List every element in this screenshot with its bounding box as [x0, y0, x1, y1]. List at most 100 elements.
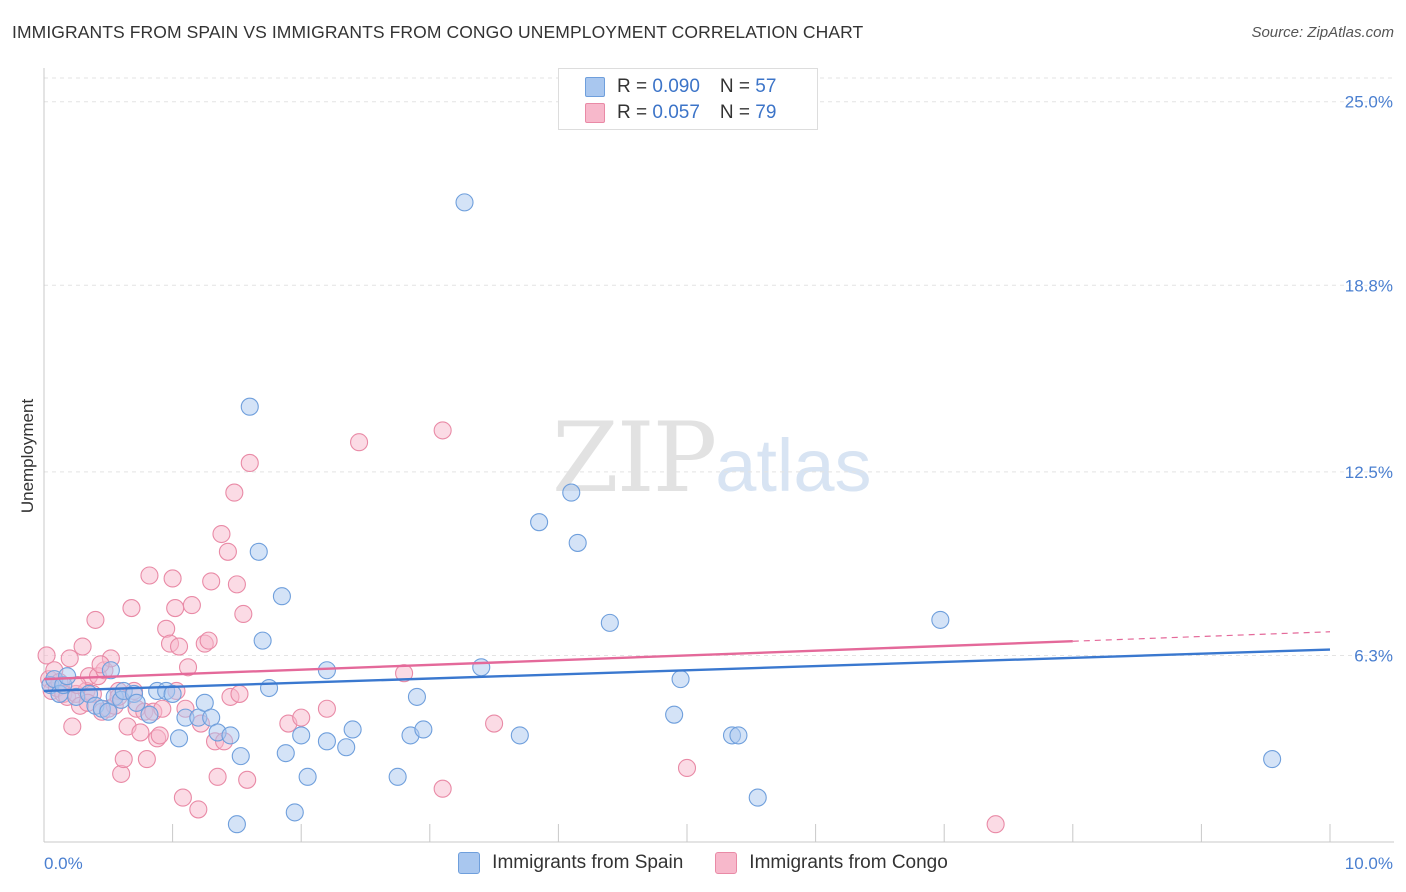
congo-point[interactable]: [227, 575, 246, 594]
congo-point[interactable]: [114, 750, 133, 769]
congo-point[interactable]: [137, 750, 156, 769]
legend-swatch-spain: [585, 77, 605, 97]
spain-point[interactable]: [671, 670, 690, 689]
legend-n-label-congo: N =: [719, 102, 756, 123]
spain-point[interactable]: [407, 687, 426, 706]
spain-point[interactable]: [931, 610, 950, 629]
legend-swatch-spain: [458, 852, 481, 874]
congo-point[interactable]: [240, 453, 259, 473]
congo-point[interactable]: [86, 610, 105, 629]
legend-item-congo[interactable]: Immigrants from Congo: [715, 852, 948, 874]
spain-point[interactable]: [101, 661, 120, 680]
congo-point[interactable]: [208, 767, 227, 786]
congo-point[interactable]: [73, 637, 92, 656]
spain-point[interactable]: [58, 667, 77, 686]
congo-point[interactable]: [199, 631, 218, 650]
spain-point[interactable]: [276, 744, 295, 763]
congo-point[interactable]: [173, 788, 192, 807]
source-label[interactable]: Source: ZipAtlas.com: [1251, 24, 1394, 41]
spain-point[interactable]: [249, 542, 268, 561]
congo-point[interactable]: [122, 599, 141, 618]
spain-point[interactable]: [240, 397, 259, 416]
spain-point[interactable]: [510, 726, 529, 745]
spain-point[interactable]: [337, 738, 356, 757]
spain-point[interactable]: [455, 193, 474, 212]
congo-point[interactable]: [292, 708, 311, 727]
spain-point[interactable]: [227, 815, 246, 834]
spain-point[interactable]: [472, 658, 491, 677]
spain-point[interactable]: [253, 631, 272, 650]
legend-n-value-spain: 57: [755, 76, 777, 97]
spain-point[interactable]: [140, 705, 159, 724]
spain-point[interactable]: [568, 533, 587, 552]
congo-point[interactable]: [169, 637, 189, 656]
congo-point[interactable]: [225, 483, 244, 502]
congo-point[interactable]: [218, 542, 237, 561]
congo-point[interactable]: [202, 572, 221, 591]
spain-point[interactable]: [163, 684, 182, 703]
spain-point[interactable]: [530, 513, 549, 532]
spain-point[interactable]: [259, 678, 279, 698]
legend-n-label-spain: N =: [719, 76, 756, 97]
spain-point[interactable]: [562, 483, 581, 502]
legend-swatch-congo: [715, 852, 738, 874]
congo-point[interactable]: [150, 726, 169, 745]
spain-point[interactable]: [343, 720, 362, 739]
congo-point[interactable]: [317, 699, 336, 718]
spain-point[interactable]: [729, 726, 748, 745]
spain-point[interactable]: [748, 788, 767, 807]
congo-point[interactable]: [163, 569, 182, 588]
legend-n-value-congo: 79: [755, 102, 777, 123]
chart-title: IMMIGRANTS FROM SPAIN VS IMMIGRANTS FROM…: [12, 22, 864, 42]
congo-point[interactable]: [433, 421, 452, 440]
congo-point[interactable]: [166, 599, 185, 618]
gridlines: [44, 77, 1394, 656]
spain-point[interactable]: [665, 705, 684, 724]
spain-point[interactable]: [231, 747, 250, 766]
spain-point[interactable]: [317, 732, 336, 751]
series-legend: Immigrants from Spain Immigrants from Co…: [0, 852, 1406, 874]
congo-point[interactable]: [189, 800, 208, 819]
legend-item-spain[interactable]: Immigrants from Spain: [458, 852, 683, 874]
congo-point[interactable]: [37, 646, 56, 665]
spain-point[interactable]: [221, 726, 240, 745]
trend-lines: [43, 631, 1331, 693]
spain-point[interactable]: [414, 720, 433, 739]
congo-point[interactable]: [178, 658, 198, 677]
spain-point[interactable]: [317, 661, 336, 680]
tick-labels: 6.3% 12.5% 18.8% 25.0% 0.0% 10.0%: [44, 93, 1393, 873]
congo-point[interactable]: [212, 524, 231, 544]
congo-point[interactable]: [157, 619, 176, 638]
watermark-atlas: atlas: [715, 424, 872, 507]
congo-point[interactable]: [677, 758, 697, 778]
spain-point[interactable]: [285, 803, 304, 822]
spain-point[interactable]: [388, 767, 407, 786]
spain-point[interactable]: [272, 587, 291, 606]
congo-point[interactable]: [238, 770, 257, 789]
congo-point[interactable]: [182, 596, 201, 615]
congo-point[interactable]: [230, 684, 249, 703]
spain-point[interactable]: [1263, 750, 1282, 769]
legend-swatch-congo: [585, 103, 605, 123]
spain-point[interactable]: [298, 767, 317, 786]
congo-point[interactable]: [234, 604, 253, 624]
x-tick-label: 0.0%: [44, 854, 83, 873]
congo-trend-extension: [1072, 631, 1331, 642]
congo-point[interactable]: [350, 433, 369, 452]
congo-point[interactable]: [140, 566, 159, 585]
legend-r-label-spain: R =: [617, 76, 653, 97]
congo-point[interactable]: [485, 714, 504, 733]
y-tick-label: 25.0%: [1345, 93, 1393, 112]
congo-point[interactable]: [63, 717, 82, 736]
axes: [43, 68, 1394, 843]
congo-point[interactable]: [433, 779, 452, 798]
congo-point[interactable]: [60, 649, 79, 668]
congo-point[interactable]: [986, 815, 1005, 834]
spain-point[interactable]: [292, 726, 311, 745]
congo-point[interactable]: [131, 723, 150, 742]
spain-point[interactable]: [169, 729, 189, 748]
spain-point[interactable]: [127, 693, 146, 712]
spain-point[interactable]: [600, 613, 619, 632]
congo-point[interactable]: [112, 764, 131, 783]
